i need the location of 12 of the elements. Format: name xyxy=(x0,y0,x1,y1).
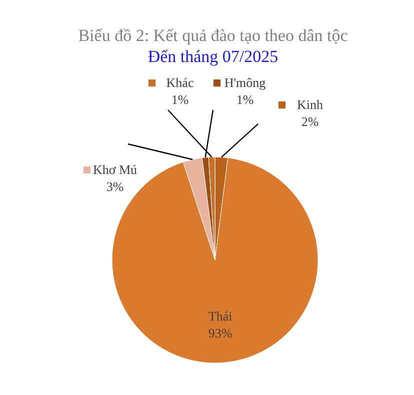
data-label: 3% xyxy=(106,179,124,194)
data-label: 1% xyxy=(171,92,189,107)
data-label: 93% xyxy=(208,325,232,340)
legend-label: Khơ Mú xyxy=(92,162,138,177)
data-label: 2% xyxy=(301,114,319,129)
slice-label: Thái xyxy=(208,308,233,324)
chart-subtitle: Đến tháng 07/2025 xyxy=(148,47,278,66)
legend-label: Kinh xyxy=(297,97,324,112)
legend-label: H'mông xyxy=(224,75,266,90)
chart-title: Biểu đồ 2: Kết quả đào tạo theo dân tộc xyxy=(78,26,348,45)
data-label: 1% xyxy=(236,92,254,107)
legend-label: Khác xyxy=(166,75,194,90)
